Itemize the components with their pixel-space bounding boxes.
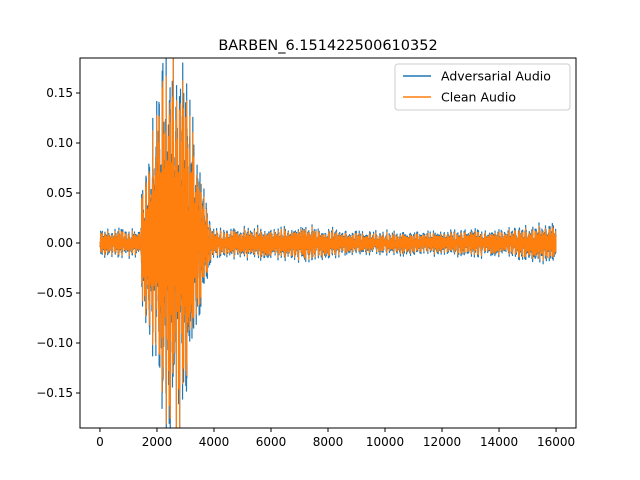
y-tick-label: 0.00 (46, 236, 73, 250)
x-tick-label: 16000 (537, 435, 575, 449)
x-tick-label: 10000 (366, 435, 404, 449)
x-tick-label: 14000 (480, 435, 518, 449)
x-tick-label: 4000 (199, 435, 230, 449)
x-tick-label: 2000 (142, 435, 173, 449)
y-tick-label: 0.10 (46, 136, 73, 150)
x-tick-label: 6000 (256, 435, 287, 449)
y-axis: −0.15 −0.10 −0.05 0.00 0.05 0.10 0.15 (36, 86, 80, 400)
x-axis: 0 2000 4000 6000 8000 10000 12000 14000 16000 (96, 428, 575, 449)
legend-label-adversarial-audio: Adversarial Audio (441, 69, 551, 84)
y-tick-label: −0.05 (36, 286, 73, 300)
series-line-clean-audio (99, 58, 557, 428)
chart-title: BARBEN_6.151422500610352 (218, 38, 437, 54)
x-tick-label: 0 (96, 435, 104, 449)
x-tick-label: 8000 (313, 435, 344, 449)
series-layer (99, 58, 557, 428)
y-tick-label: −0.10 (36, 336, 73, 350)
legend: Adversarial Audio Clean Audio (394, 63, 571, 111)
x-tick-label: 12000 (423, 435, 461, 449)
legend-label-clean-audio: Clean Audio (441, 90, 516, 105)
y-tick-label: 0.05 (46, 186, 73, 200)
y-tick-label: 0.15 (46, 86, 73, 100)
y-tick-label: −0.15 (36, 386, 73, 400)
legend-box (394, 63, 571, 111)
